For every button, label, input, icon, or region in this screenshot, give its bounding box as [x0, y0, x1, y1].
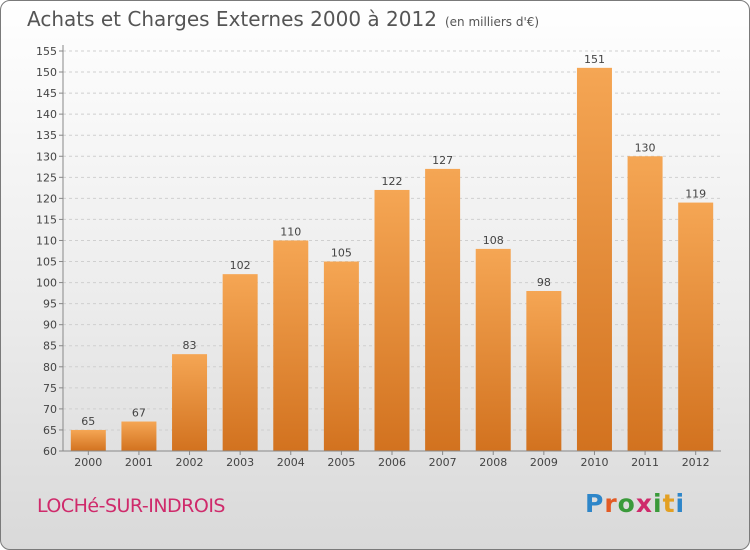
x-tick-label: 2002 [176, 456, 204, 469]
x-tick-label: 2012 [682, 456, 710, 469]
bar [425, 168, 461, 452]
y-tick-label: 125 [36, 171, 57, 184]
bar [273, 240, 309, 451]
bar [475, 248, 511, 451]
chart-title: Achats et Charges Externes 2000 à 2012 (e… [27, 7, 539, 31]
chart-subtitle: (en milliers d'€) [444, 15, 540, 29]
data-label: 127 [432, 154, 453, 167]
x-tick-label: 2006 [378, 456, 406, 469]
title-text: Achats et Charges Externes 2000 à 2012 [27, 7, 437, 31]
y-tick-label: 120 [36, 192, 57, 205]
data-label: 102 [230, 259, 251, 272]
x-tick-label: 2000 [74, 456, 102, 469]
data-label: 105 [331, 247, 352, 260]
x-tick-label: 2005 [327, 456, 355, 469]
bar [121, 421, 157, 451]
bar [323, 261, 359, 451]
logo-letter: t [662, 489, 676, 518]
logo-letter: x [635, 489, 653, 518]
bar [576, 67, 612, 451]
data-label: 83 [183, 339, 197, 352]
data-label: 151 [584, 53, 605, 66]
x-tick-label: 2007 [429, 456, 457, 469]
commune-name: LOCHé-SUR-INDROIS [37, 495, 226, 517]
x-tick-label: 2001 [125, 456, 153, 469]
y-tick-label: 115 [36, 213, 57, 226]
y-tick-label: 135 [36, 129, 57, 142]
y-tick-label: 100 [36, 277, 57, 290]
y-tick-label: 150 [36, 66, 57, 79]
logo-letter: r [604, 489, 618, 518]
x-tick-label: 2003 [226, 456, 254, 469]
x-tick-label: 2009 [530, 456, 558, 469]
bar [70, 429, 106, 451]
y-tick-label: 145 [36, 87, 57, 100]
y-tick-label: 75 [43, 382, 57, 395]
bar [526, 291, 562, 451]
data-label: 108 [483, 234, 504, 247]
y-axis: 60 65 70 75 80 85 90 95 100 105 110 115 120 125 130 135… [36, 45, 64, 458]
y-tick-label: 105 [36, 256, 57, 269]
bar [172, 354, 208, 451]
proxiti-logo: Proxiti [585, 489, 685, 518]
y-tick-label: 140 [36, 108, 57, 121]
y-tick-label: 130 [36, 150, 57, 163]
y-tick-label: 65 [43, 424, 57, 437]
y-tick-label: 85 [43, 340, 57, 353]
y-tick-label: 90 [43, 319, 57, 332]
logo-letter: i [675, 489, 686, 518]
logo-letter: i [653, 489, 663, 518]
bar [627, 156, 663, 451]
data-label: 65 [81, 415, 95, 428]
data-label: 110 [280, 225, 301, 238]
bar [374, 189, 410, 451]
y-tick-label: 110 [36, 234, 57, 247]
y-tick-label: 60 [43, 445, 57, 458]
y-tick-label: 80 [43, 361, 57, 374]
bar [678, 202, 714, 451]
bars: 65 67 83 102 110 105 122 127 108 98 151 130 119 [70, 53, 714, 452]
data-label: 119 [685, 188, 706, 201]
bar [222, 274, 258, 451]
data-label: 122 [382, 175, 403, 188]
data-label: 98 [537, 276, 551, 289]
x-tick-label: 2010 [580, 456, 608, 469]
y-tick-label: 95 [43, 298, 57, 311]
x-axis: 2000 2001 2002 2003 2004 2005 2006 2007 2008 2009… [63, 450, 721, 469]
data-label: 130 [635, 141, 656, 154]
data-label: 67 [132, 407, 146, 420]
logo-letter: o [617, 489, 636, 518]
x-tick-label: 2004 [277, 456, 305, 469]
x-tick-label: 2008 [479, 456, 507, 469]
y-tick-label: 155 [36, 45, 57, 58]
x-tick-label: 2011 [631, 456, 659, 469]
logo-letter: P [585, 489, 605, 518]
y-tick-label: 70 [43, 403, 57, 416]
